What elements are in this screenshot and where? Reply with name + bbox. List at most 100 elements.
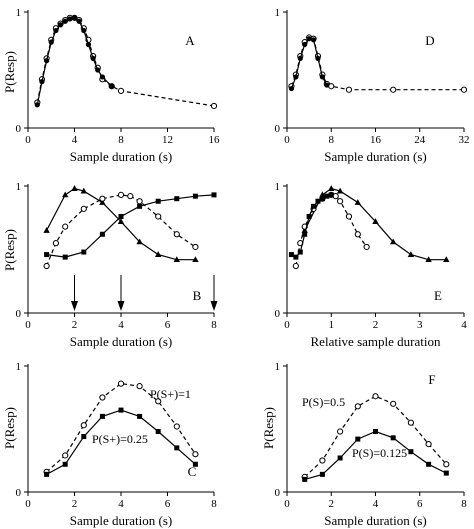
panel-label: B xyxy=(193,288,202,303)
x-tick-label: 16 xyxy=(370,134,382,146)
x-tick-label: 4 xyxy=(373,498,379,510)
data-point xyxy=(137,203,143,209)
data-point xyxy=(99,231,105,237)
x-tick-label: 32 xyxy=(459,134,470,146)
y-tick-label: 0 xyxy=(275,487,281,499)
data-point xyxy=(137,413,143,419)
data-point xyxy=(155,251,162,257)
y-axis-label: P(Resp) xyxy=(2,229,17,271)
data-point xyxy=(355,436,361,442)
x-tick-label: 4 xyxy=(118,498,124,510)
x-tick-label: 4 xyxy=(461,319,467,331)
x-tick-label: 16 xyxy=(209,134,221,146)
x-axis-label: Sample duration (s) xyxy=(70,334,173,349)
panel-b: 0 2 4 6 8 0 1 Sample duration (s) P(Resp) B xyxy=(2,181,218,349)
panel-label: A xyxy=(185,33,195,48)
data-point xyxy=(90,55,96,62)
data-point xyxy=(407,251,415,257)
data-point xyxy=(62,191,69,198)
series-line xyxy=(290,36,464,91)
data-point xyxy=(354,199,361,205)
data-point xyxy=(62,18,68,24)
data-point xyxy=(43,262,50,270)
data-point xyxy=(85,41,92,48)
x-axis-label: Sample duration (s) xyxy=(324,513,427,528)
data-point xyxy=(211,192,217,198)
series-3 xyxy=(44,192,217,260)
x-axis-label: Sample duration (s) xyxy=(70,513,173,528)
data-point xyxy=(292,262,299,270)
series-line xyxy=(46,194,215,258)
series-2 xyxy=(34,15,115,108)
data-point xyxy=(136,198,143,205)
series-line xyxy=(304,395,447,478)
data-point xyxy=(174,445,180,451)
data-point xyxy=(71,15,78,21)
data-point xyxy=(324,193,330,199)
x-tick-label: 0 xyxy=(25,498,31,510)
panel-f: 0 2 4 6 8 0 1 Sample duration (s) P(Resp) F P(S)=0… xyxy=(261,361,467,528)
data-point xyxy=(81,27,87,34)
data-point xyxy=(173,423,180,430)
data-point xyxy=(81,434,87,440)
data-point xyxy=(99,195,106,202)
x-tick-label: 8 xyxy=(211,319,217,331)
series-line xyxy=(304,187,447,261)
x-tick-label: 0 xyxy=(25,319,31,331)
series-1 xyxy=(301,185,450,263)
data-point xyxy=(136,383,143,390)
data-point xyxy=(62,461,68,467)
data-point xyxy=(443,256,450,263)
series-line xyxy=(36,17,215,107)
series-2 xyxy=(302,429,449,482)
x-tick-label: 24 xyxy=(414,134,426,146)
data-point xyxy=(62,452,69,459)
x-tick-label: 2 xyxy=(72,319,78,331)
data-point xyxy=(34,102,40,108)
data-point xyxy=(425,256,432,263)
panel-a: 0 4 8 12 16 0 1 Sample duration (s) P(Resp) A xyxy=(2,7,220,164)
x-axis-label: Sample duration (s) xyxy=(70,149,173,164)
y-axis-label: P(Resp) xyxy=(261,407,276,449)
data-point xyxy=(328,192,334,198)
data-point xyxy=(155,429,161,435)
data-point xyxy=(80,422,87,429)
series-line xyxy=(290,38,328,89)
data-point xyxy=(337,428,344,435)
x-tick-label: 12 xyxy=(162,134,173,146)
data-point xyxy=(306,36,312,42)
data-point xyxy=(57,22,64,28)
data-point xyxy=(155,213,162,220)
y-tick-label: 0 xyxy=(16,123,22,135)
panel-label: E xyxy=(434,288,442,303)
data-point xyxy=(315,198,321,204)
y-tick-label: 1 xyxy=(275,361,281,373)
data-point xyxy=(328,185,335,191)
y-tick-label: 0 xyxy=(275,123,281,135)
data-point xyxy=(80,187,87,194)
data-point xyxy=(44,471,50,477)
data-point xyxy=(99,74,105,80)
data-point xyxy=(118,407,124,413)
x-tick-label: 3 xyxy=(417,319,423,331)
x-tick-label: 6 xyxy=(417,498,423,510)
arrow-head xyxy=(71,301,78,311)
x-tick-label: 8 xyxy=(461,498,467,510)
data-point xyxy=(95,67,101,73)
data-point xyxy=(443,461,450,468)
series-line xyxy=(46,382,196,473)
x-tick-label: 0 xyxy=(284,498,290,510)
data-point xyxy=(302,476,308,482)
data-point xyxy=(192,451,199,458)
x-tick-label: 6 xyxy=(165,498,171,510)
panel-label: F xyxy=(428,372,435,387)
y-tick-label: 1 xyxy=(16,361,22,373)
data-point xyxy=(192,256,199,263)
series-2 xyxy=(43,191,199,270)
x-tick-label: 4 xyxy=(72,134,78,146)
data-point xyxy=(44,252,50,258)
data-point xyxy=(319,457,326,464)
data-point xyxy=(117,380,125,387)
data-point xyxy=(210,102,218,110)
data-point xyxy=(99,394,106,401)
